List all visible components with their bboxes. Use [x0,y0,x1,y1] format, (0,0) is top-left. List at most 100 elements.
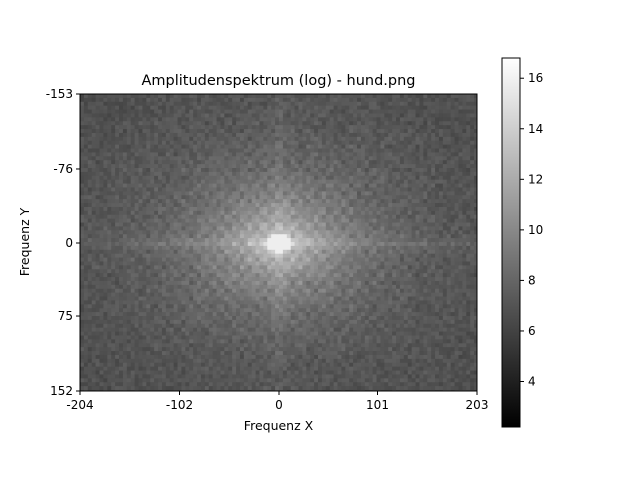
heatmap-cell [251,125,256,130]
heatmap-cell [435,171,440,177]
heatmap-cell [275,168,280,173]
heatmap-cell [290,132,295,138]
heatmap-cell [314,109,319,114]
heatmap-cell [224,222,229,227]
heatmap-cell [341,234,346,239]
heatmap-cell [384,206,389,212]
heatmap-cell [154,140,159,146]
heatmap-cell [232,273,237,278]
heatmap-cell [376,105,381,110]
heatmap-cell [368,164,374,169]
heatmap-cell [255,199,260,204]
heatmap-cell [267,183,272,188]
heatmap-cell [329,148,335,153]
heatmap-cell [189,117,194,122]
heatmap-cell [427,94,432,99]
heatmap-cell [310,199,315,204]
heatmap-cell [130,257,136,262]
heatmap-cell [267,218,272,223]
heatmap-cell [154,265,159,270]
heatmap-cell [91,206,97,212]
heatmap-cell [438,148,444,153]
heatmap-cell [403,253,409,258]
heatmap-cell [228,210,233,216]
heatmap-cell [134,132,139,138]
heatmap-cell [111,187,116,192]
heatmap-cell [212,199,217,204]
heatmap-cell [392,280,397,286]
heatmap-cell [255,183,260,188]
heatmap-cell [165,179,171,184]
heatmap-cell [360,160,366,165]
heatmap-cell [321,97,327,103]
heatmap-cell [232,113,237,118]
heatmap-cell [462,253,467,258]
heatmap-cell [216,230,221,235]
heatmap-cell [314,191,319,196]
heatmap-cell [208,101,214,107]
heatmap-cell [130,140,136,146]
heatmap-cell [427,214,432,220]
heatmap-cell [161,195,167,200]
heatmap-cell [216,101,221,107]
heatmap-cell [267,97,272,103]
heatmap-cell [83,238,89,243]
heatmap-cell [138,277,143,282]
heatmap-cell [259,257,264,262]
heatmap-cell [337,171,342,177]
heatmap-cell [83,94,89,99]
heatmap-cell [290,144,295,149]
heatmap-cell [349,152,354,157]
heatmap-cell [197,168,202,173]
heatmap-cell [99,156,104,161]
heatmap-cell [357,273,362,278]
heatmap-cell [411,129,416,134]
heatmap-cell [298,234,303,239]
heatmap-cell [154,245,159,251]
heatmap-cell [325,187,331,192]
heatmap-cell [259,94,264,99]
heatmap-cell [353,117,358,122]
heatmap-cell [407,206,413,212]
heatmap-cell [415,234,420,239]
heatmap-cell [158,156,163,161]
heatmap-cell [122,117,128,122]
heatmap-cell [384,129,389,134]
heatmap-cell [403,175,409,181]
heatmap-cell [282,132,288,138]
heatmap-cell [380,203,385,208]
heatmap-cell [442,121,448,126]
heatmap-cell [360,105,366,110]
heatmap-cell [197,132,202,138]
heatmap-cell [185,261,190,266]
heatmap-cell [353,234,358,239]
heatmap-cell [364,132,370,138]
heatmap-cell [142,257,147,262]
heatmap-cell [267,245,272,251]
heatmap-cell [403,113,409,118]
heatmap-cell [353,249,358,255]
heatmap-cell [189,97,194,103]
heatmap-cell [450,97,455,103]
heatmap-cell [431,273,436,278]
heatmap-cell [91,230,97,235]
heatmap-cell [314,230,319,235]
heatmap-cell [107,257,112,262]
heatmap-cell [294,132,299,138]
heatmap-cell [341,269,346,274]
heatmap-cell [282,183,288,188]
heatmap-cell [111,160,116,165]
heatmap-cell [286,257,292,262]
heatmap-cell [173,121,178,126]
heatmap-cell [302,253,307,258]
heatmap-cell [314,280,319,286]
heatmap-cell [306,144,311,149]
heatmap-cell [267,191,272,196]
heatmap-cell [376,226,381,231]
heatmap-cell [466,113,471,118]
heatmap-cell [197,277,202,282]
heatmap-cell [150,203,155,208]
heatmap-cell [107,265,112,270]
heatmap-cell [115,152,120,157]
heatmap-cell [314,222,319,227]
